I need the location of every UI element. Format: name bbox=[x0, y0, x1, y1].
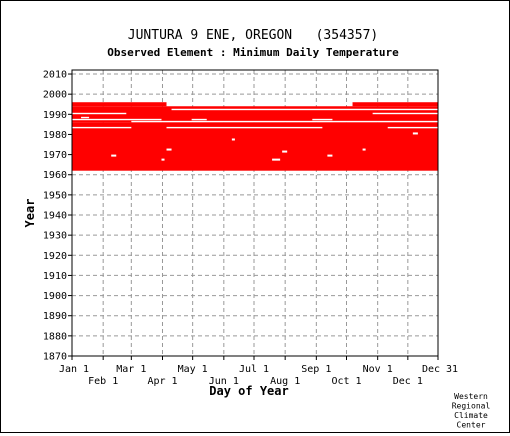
plot-border bbox=[71, 69, 439, 357]
y-axis-label: Year bbox=[23, 199, 37, 228]
missing-row bbox=[131, 120, 439, 123]
chart-title: JUNTURA 9 ENE, OREGON (354357) bbox=[128, 28, 378, 43]
x-tick-label: Feb 1 bbox=[88, 376, 118, 387]
missing-gap bbox=[161, 158, 165, 161]
missing-row bbox=[72, 118, 162, 121]
missing-gap bbox=[327, 154, 333, 157]
credit-line: Regional bbox=[452, 402, 491, 411]
missing-gap bbox=[272, 158, 281, 161]
y-tick-label: 1890 bbox=[43, 311, 67, 322]
credit-line: Climate bbox=[454, 411, 488, 420]
y-tick-label: 1870 bbox=[43, 352, 67, 363]
observed-band bbox=[72, 122, 438, 171]
y-tick-label: 1950 bbox=[43, 190, 67, 201]
x-tick-label: Jun 1 bbox=[209, 376, 239, 387]
missing-row bbox=[81, 116, 90, 119]
x-axis-label: Day of Year bbox=[209, 384, 288, 398]
x-tick-label: Jul 1 bbox=[239, 364, 269, 375]
missing-row bbox=[312, 118, 333, 121]
missing-row bbox=[372, 112, 438, 115]
x-tick-label: Dec 31 bbox=[422, 364, 458, 375]
y-tick-label: 1960 bbox=[43, 170, 67, 181]
missing-row bbox=[72, 126, 132, 129]
credit-line: Center bbox=[457, 421, 486, 430]
observed-band bbox=[72, 106, 438, 123]
missing-gap bbox=[412, 132, 418, 135]
x-tick-label: Aug 1 bbox=[270, 376, 300, 387]
y-tick-label: 1970 bbox=[43, 150, 67, 161]
y-tick-label: 1880 bbox=[43, 331, 67, 342]
observed-band bbox=[352, 102, 438, 107]
y-tick-label: 1940 bbox=[43, 211, 67, 222]
observed-band bbox=[72, 102, 167, 107]
missing-row bbox=[191, 118, 207, 121]
missing-row bbox=[387, 126, 438, 129]
missing-gap bbox=[282, 150, 288, 153]
missing-gap bbox=[166, 148, 172, 151]
x-tick-label: Jan 1 bbox=[59, 364, 89, 375]
y-tick-label: 1930 bbox=[43, 231, 67, 242]
missing-gap bbox=[111, 154, 117, 157]
y-tick-label: 1910 bbox=[43, 271, 67, 282]
y-tick-label: 2010 bbox=[43, 70, 67, 81]
plot-area: 1870 1880 1890 1900 1910 1920 1930 1940 1950 1960… bbox=[43, 69, 458, 387]
y-tick-label: 1990 bbox=[43, 110, 67, 121]
y-tick-label: 1900 bbox=[43, 291, 67, 302]
missing-row bbox=[166, 126, 323, 129]
missing-gap bbox=[362, 148, 366, 151]
x-tick-label: May 1 bbox=[178, 364, 208, 375]
missing-row bbox=[72, 112, 127, 115]
x-tick-label: Dec 1 bbox=[393, 376, 423, 387]
y-tick-label: 2000 bbox=[43, 90, 67, 101]
x-tick-label: Mar 1 bbox=[116, 364, 146, 375]
missing-row bbox=[171, 108, 439, 111]
y-tick-label: 1980 bbox=[43, 130, 67, 141]
x-tick-label: Sep 1 bbox=[301, 364, 331, 375]
x-tick-label: Apr 1 bbox=[147, 376, 177, 387]
credit-line: Western bbox=[454, 392, 488, 401]
x-tick-label: Oct 1 bbox=[331, 376, 361, 387]
y-tick-label: 1920 bbox=[43, 251, 67, 262]
chart-subtitle: Observed Element : Minimum Daily Tempera… bbox=[107, 46, 399, 59]
missing-gap bbox=[231, 138, 235, 141]
x-tick-label: Nov 1 bbox=[363, 364, 393, 375]
